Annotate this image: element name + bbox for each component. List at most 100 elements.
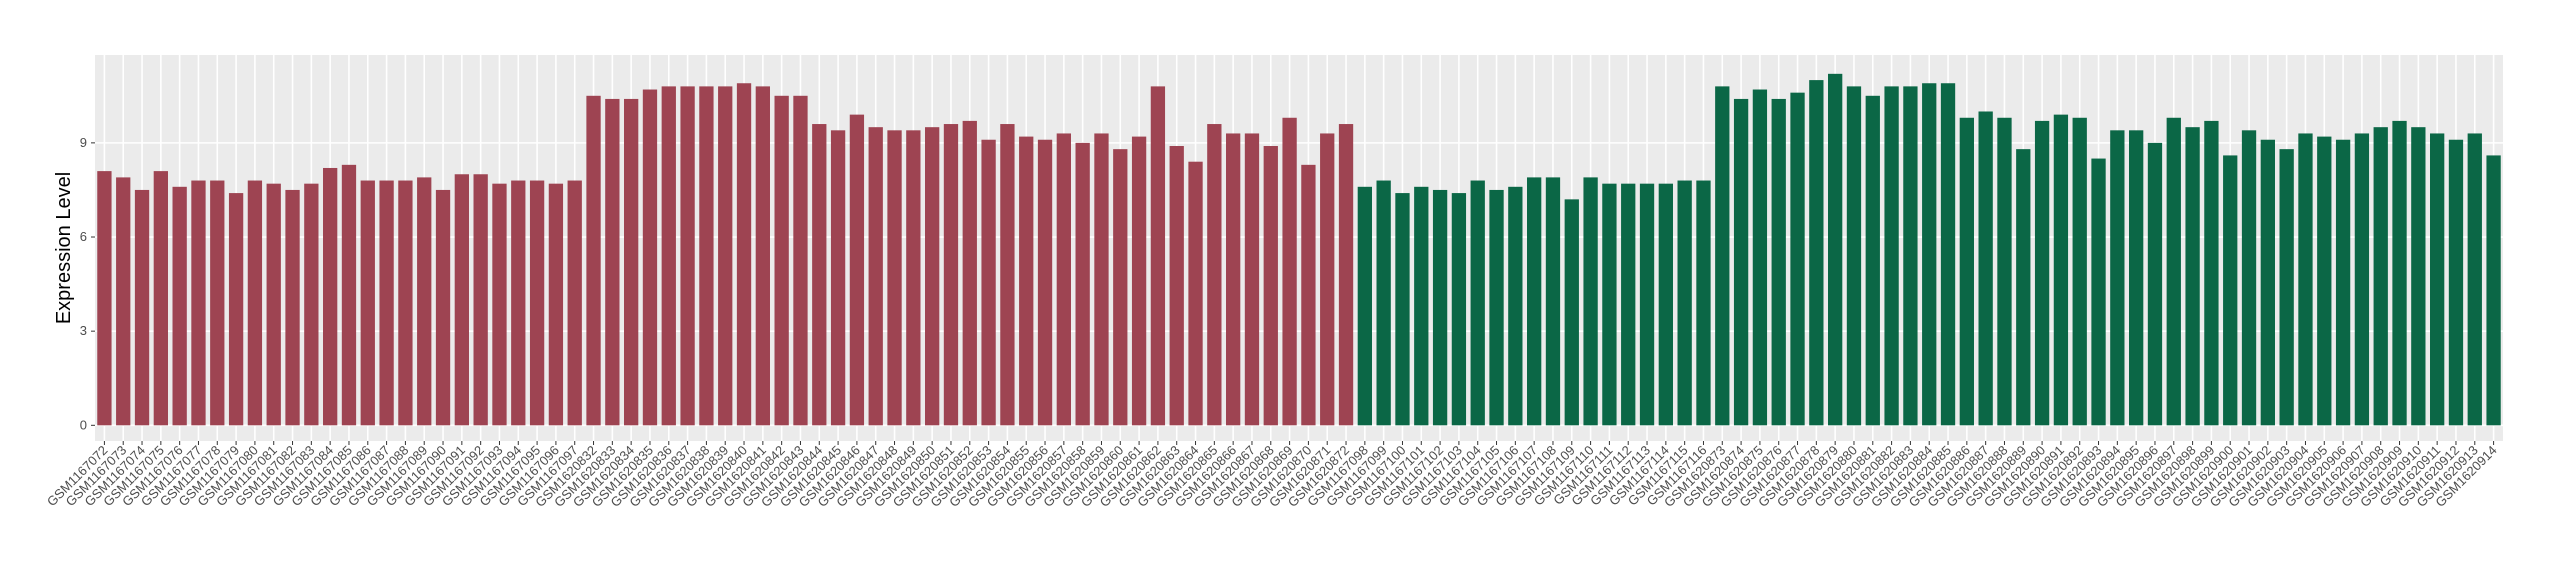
y-tick-label: 6 xyxy=(80,229,87,244)
bar xyxy=(1357,186,1372,426)
bar xyxy=(1865,95,1880,426)
bar xyxy=(1338,124,1354,426)
bar xyxy=(1997,117,2012,426)
bar xyxy=(2411,127,2426,426)
bar xyxy=(1000,124,1015,426)
bar xyxy=(2147,142,2163,426)
bar xyxy=(2260,139,2275,426)
bar xyxy=(1602,183,1617,426)
bar xyxy=(2467,133,2482,426)
bar xyxy=(2072,117,2087,426)
bar xyxy=(1131,136,1147,426)
bar xyxy=(793,95,808,426)
bar xyxy=(134,189,150,426)
bar xyxy=(2034,120,2050,426)
bar xyxy=(1828,73,1843,426)
bar xyxy=(379,180,394,426)
bar xyxy=(2486,155,2501,426)
bar xyxy=(1922,83,1937,426)
y-tick-label: 0 xyxy=(80,417,87,432)
bar xyxy=(1884,86,1899,426)
bar xyxy=(2317,136,2332,426)
bar xyxy=(1733,98,1749,426)
bar xyxy=(153,171,168,426)
bar xyxy=(529,180,545,426)
bar xyxy=(925,127,940,426)
bar xyxy=(1809,80,1824,426)
bar xyxy=(1150,86,1166,426)
bar xyxy=(2129,130,2144,426)
bar xyxy=(1207,124,1222,426)
bar xyxy=(2166,117,2181,426)
bar xyxy=(1432,189,1448,426)
bar xyxy=(492,183,507,426)
bar xyxy=(1037,139,1053,426)
bar xyxy=(699,86,714,426)
bar xyxy=(680,86,695,426)
bar xyxy=(1395,193,1410,426)
bar xyxy=(586,95,601,426)
bar xyxy=(511,180,526,426)
bar xyxy=(943,124,959,426)
bar xyxy=(1169,146,1184,426)
bar xyxy=(1019,136,1034,426)
bar xyxy=(755,86,770,426)
bar xyxy=(1639,183,1655,426)
bar xyxy=(1564,199,1579,426)
y-axis-label: Expression Level xyxy=(53,172,75,324)
bar xyxy=(1301,164,1316,426)
bar xyxy=(736,83,752,426)
bar xyxy=(2241,130,2257,426)
bar xyxy=(624,98,639,426)
bar xyxy=(398,180,413,426)
bar xyxy=(1621,183,1636,426)
bar xyxy=(1696,180,1711,426)
bar xyxy=(2110,130,2125,426)
bar xyxy=(304,183,319,426)
bar xyxy=(323,167,338,426)
bar xyxy=(887,130,902,426)
bar xyxy=(1508,186,1523,426)
bar xyxy=(2053,114,2069,426)
bar xyxy=(605,98,620,426)
bar xyxy=(1658,183,1673,426)
bar xyxy=(2392,120,2407,426)
bar xyxy=(812,124,827,426)
bar xyxy=(2091,158,2106,426)
bar xyxy=(1846,86,1862,426)
bar xyxy=(1320,133,1335,426)
bar xyxy=(172,186,187,426)
bar xyxy=(341,164,357,426)
bar xyxy=(1075,142,1090,426)
bar xyxy=(191,180,206,426)
bar xyxy=(774,95,789,426)
bar xyxy=(360,180,375,426)
bar xyxy=(417,177,432,426)
bar xyxy=(2016,149,2031,426)
bar xyxy=(228,193,244,426)
bar xyxy=(1959,117,1974,426)
bar xyxy=(1978,111,1993,426)
bar xyxy=(567,180,582,426)
bar xyxy=(1244,133,1260,426)
bar xyxy=(454,174,469,426)
bar xyxy=(718,86,733,426)
bar xyxy=(2373,127,2388,426)
bar xyxy=(1545,177,1561,426)
bar xyxy=(1226,133,1241,426)
bar xyxy=(1527,177,1542,426)
bar xyxy=(1056,133,1071,426)
bar xyxy=(97,171,112,426)
y-tick-label: 9 xyxy=(80,135,87,150)
bar xyxy=(2279,149,2294,426)
bar xyxy=(1451,193,1467,426)
bar xyxy=(1414,186,1429,426)
bar xyxy=(906,130,921,426)
bar xyxy=(1583,177,1598,426)
y-tick-label: 3 xyxy=(80,323,87,338)
bar xyxy=(266,183,281,426)
bar xyxy=(1188,161,1203,426)
bar xyxy=(1790,92,1805,426)
bar xyxy=(2298,133,2313,426)
